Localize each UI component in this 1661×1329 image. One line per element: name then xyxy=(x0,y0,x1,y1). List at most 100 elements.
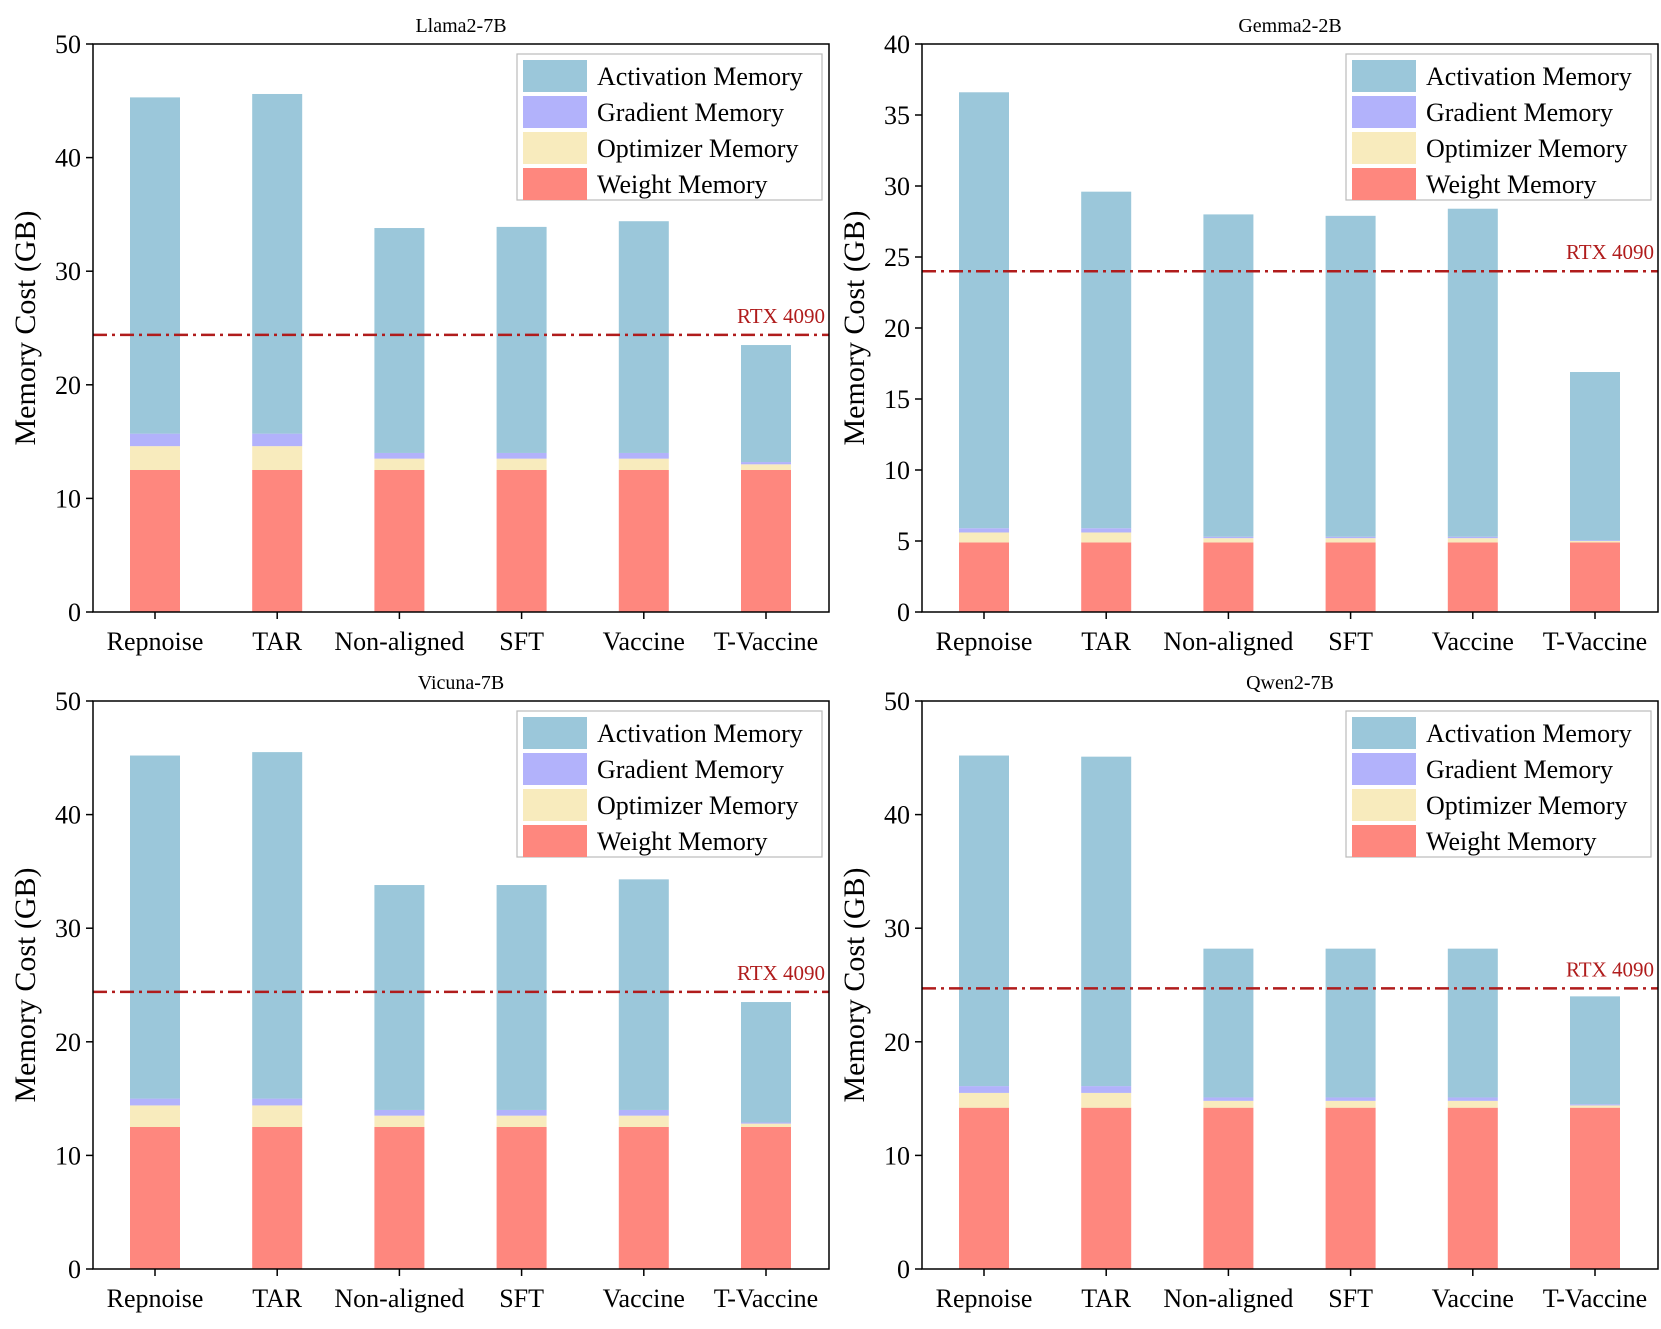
legend-swatch-gradient xyxy=(1352,753,1416,785)
bar-weight-2 xyxy=(252,470,303,612)
bar-weight-1 xyxy=(130,1127,180,1269)
bar-weight-3 xyxy=(374,1127,425,1269)
bar-activation-5 xyxy=(618,879,669,1110)
bar-optimizer-1 xyxy=(959,532,1009,543)
bar-activation-1 xyxy=(130,97,180,434)
y-tick-label: 5 xyxy=(897,527,910,556)
y-tick-label: 50 xyxy=(55,30,81,59)
bar-weight-4 xyxy=(496,470,547,612)
legend-label-weight: Weight Memory xyxy=(1426,170,1597,199)
x-tick-label: T-Vaccine xyxy=(714,627,818,656)
y-tick-label: 0 xyxy=(68,598,81,627)
y-axis-label: Memory Cost (GB) xyxy=(9,868,42,1103)
y-tick-label: 35 xyxy=(884,101,910,130)
y-tick-label: 0 xyxy=(68,1255,81,1284)
bar-optimizer-6 xyxy=(741,464,791,470)
bar-activation-1 xyxy=(959,755,1009,1087)
bar-optimizer-4 xyxy=(1325,1100,1376,1108)
bar-gradient-1 xyxy=(959,528,1009,533)
bar-gradient-6 xyxy=(741,462,791,465)
y-tick-label: 30 xyxy=(884,172,910,201)
y-tick-label: 40 xyxy=(884,801,910,830)
x-tick-label: Repnoise xyxy=(936,627,1033,656)
x-tick-label: T-Vaccine xyxy=(1543,627,1647,656)
bar-activation-6 xyxy=(1570,996,1620,1105)
bar-optimizer-4 xyxy=(496,1115,547,1127)
y-tick-label: 40 xyxy=(55,801,81,830)
legend-swatch-weight xyxy=(523,825,587,857)
bar-weight-3 xyxy=(1203,542,1254,612)
x-tick-label: T-Vaccine xyxy=(714,1284,818,1313)
bar-optimizer-5 xyxy=(1447,538,1498,543)
bar-gradient-6 xyxy=(741,1122,791,1124)
legend-label-optimizer: Optimizer Memory xyxy=(597,134,798,163)
bar-gradient-4 xyxy=(496,1109,547,1116)
bar-activation-3 xyxy=(1203,214,1254,537)
y-tick-label: 10 xyxy=(884,1141,910,1170)
bar-optimizer-1 xyxy=(130,446,180,470)
bar-gradient-5 xyxy=(618,452,669,459)
legend-label-gradient: Gradient Memory xyxy=(597,755,784,784)
chart-panel-3: Vicuna-7B Repnoise TAR Non-aligned SFT Vaccin… xyxy=(9,672,830,1313)
bar-activation-4 xyxy=(496,885,547,1110)
x-tick-label: Vaccine xyxy=(603,627,685,656)
legend-label-weight: Weight Memory xyxy=(597,827,768,856)
bar-gradient-5 xyxy=(1447,536,1498,539)
plot-frame xyxy=(921,700,1659,1270)
bar-activation-6 xyxy=(741,345,791,463)
x-tick-label: Repnoise xyxy=(107,627,204,656)
legend-swatch-optimizer xyxy=(523,132,587,164)
bar-optimizer-3 xyxy=(1203,538,1254,543)
y-tick-label: 10 xyxy=(55,484,81,513)
bar-gradient-3 xyxy=(1203,536,1254,539)
bar-activation-5 xyxy=(618,221,669,453)
bar-optimizer-5 xyxy=(618,458,669,470)
legend-label-activation: Activation Memory xyxy=(597,62,803,91)
bar-weight-5 xyxy=(618,1127,669,1269)
bar-weight-6 xyxy=(741,470,791,612)
bar-gradient-3 xyxy=(1203,1097,1254,1101)
bar-gradient-2 xyxy=(1081,528,1132,533)
legend-swatch-weight xyxy=(1352,825,1416,857)
x-tick-label: Non-aligned xyxy=(1163,1284,1293,1313)
legend-swatch-optimizer xyxy=(523,789,587,821)
chart-panel-1: Llama2-7B Repnoise TAR Non-aligned SFT Vaccin… xyxy=(9,15,830,656)
x-tick-label: Vaccine xyxy=(1432,627,1514,656)
bar-optimizer-3 xyxy=(1203,1100,1254,1108)
reference-line-label: RTX 4090 xyxy=(1566,240,1654,264)
bar-weight-4 xyxy=(496,1127,547,1269)
bar-gradient-5 xyxy=(618,1109,669,1116)
x-tick-label: Vaccine xyxy=(603,1284,685,1313)
legend-swatch-activation xyxy=(523,60,587,92)
bar-optimizer-1 xyxy=(959,1092,1009,1108)
legend-label-weight: Weight Memory xyxy=(597,170,768,199)
plot-frame xyxy=(92,700,830,1270)
bar-weight-4 xyxy=(1325,542,1376,612)
chart-title: Gemma2-2B xyxy=(1238,15,1341,37)
y-tick-label: 15 xyxy=(884,385,910,414)
x-tick-label: SFT xyxy=(1328,1284,1373,1313)
y-tick-label: 0 xyxy=(897,1255,910,1284)
bar-optimizer-2 xyxy=(252,1105,303,1127)
y-axis-label: Memory Cost (GB) xyxy=(838,211,871,446)
bar-gradient-4 xyxy=(496,452,547,459)
x-tick-label: TAR xyxy=(1081,1284,1132,1313)
bar-optimizer-3 xyxy=(374,458,425,470)
bar-activation-3 xyxy=(374,228,425,453)
y-tick-label: 0 xyxy=(897,598,910,627)
legend-label-activation: Activation Memory xyxy=(1426,719,1632,748)
bar-gradient-3 xyxy=(374,1109,425,1116)
bar-weight-3 xyxy=(374,470,425,612)
bar-optimizer-5 xyxy=(618,1115,669,1127)
plot-frame xyxy=(92,43,830,613)
bar-optimizer-6 xyxy=(741,1123,791,1127)
y-tick-label: 20 xyxy=(884,314,910,343)
bar-activation-2 xyxy=(1081,191,1132,529)
y-tick-label: 10 xyxy=(55,1141,81,1170)
bar-activation-3 xyxy=(1203,948,1254,1098)
y-axis-label: Memory Cost (GB) xyxy=(9,211,42,446)
y-tick-label: 30 xyxy=(884,914,910,943)
y-tick-label: 20 xyxy=(884,1028,910,1057)
x-tick-label: Vaccine xyxy=(1432,1284,1514,1313)
